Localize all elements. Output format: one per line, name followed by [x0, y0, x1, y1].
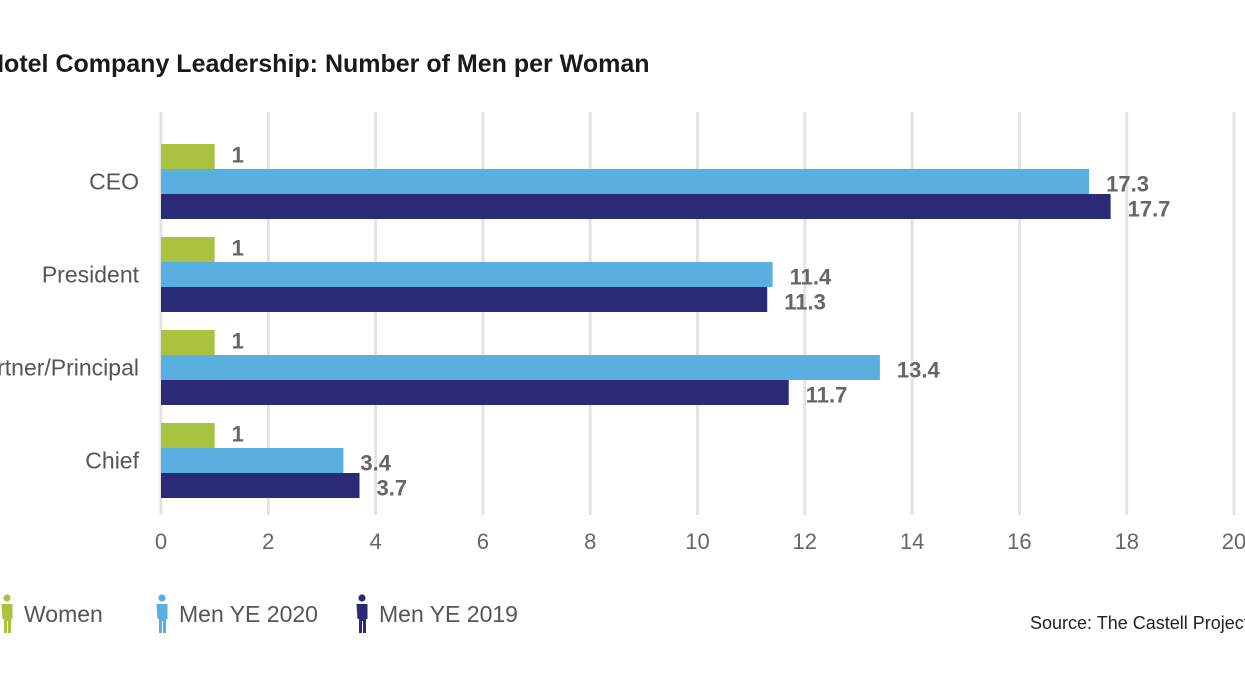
- legend-label-men-2020: Men YE 2020: [179, 600, 318, 627]
- bar-value-label: 11.7: [806, 383, 848, 408]
- bar-value-label: 1: [232, 422, 244, 447]
- legend-item-men-2020: Men YE 2020: [155, 592, 318, 636]
- bar: [161, 287, 768, 312]
- person-icon: [356, 594, 368, 633]
- bar: [161, 144, 215, 169]
- bar: [161, 330, 215, 355]
- legend-label-men-2019: Men YE 2019: [379, 600, 518, 627]
- bar-value-label: 11.4: [790, 265, 832, 290]
- category-label: CEO: [89, 169, 139, 195]
- bar: [161, 380, 789, 405]
- x-tick-label: 6: [477, 529, 489, 554]
- bar: [161, 355, 880, 380]
- bar-value-label: 17.3: [1106, 172, 1149, 197]
- x-tick-label: 2: [262, 529, 274, 554]
- bar-value-label: 1: [232, 329, 244, 354]
- bar: [161, 237, 215, 262]
- x-tick-label: 8: [584, 529, 596, 554]
- legend-item-men-2019: Men YE 2019: [355, 592, 518, 636]
- legend-label-women: Women: [24, 600, 103, 627]
- category-label: President: [42, 262, 140, 288]
- person-icon: [1, 594, 13, 633]
- x-axis-ticks: 0 2 4 6 8 10 12 14 16 18 20: [155, 529, 1245, 554]
- category-label: Partner/Principal: [0, 355, 139, 381]
- legend-item-women: Women: [0, 592, 103, 636]
- source-note: Source: The Castell Project: [1030, 613, 1245, 633]
- category-label: Chief: [85, 448, 139, 474]
- bar-value-label: 17.7: [1128, 197, 1171, 222]
- x-tick-label: 20: [1222, 529, 1245, 554]
- x-tick-label: 18: [1114, 529, 1138, 554]
- bar-value-label: 1: [232, 236, 244, 261]
- x-tick-label: 12: [793, 529, 817, 554]
- bar: [161, 473, 360, 498]
- bar: [161, 448, 344, 473]
- bar-value-label: 1: [232, 143, 244, 168]
- x-tick-label: 16: [1007, 529, 1031, 554]
- bar-value-label: 3.4: [360, 451, 391, 476]
- x-tick-label: 14: [900, 529, 924, 554]
- x-tick-label: 4: [369, 529, 381, 554]
- x-tick-label: 0: [155, 529, 167, 554]
- x-tick-label: 10: [685, 529, 709, 554]
- bar: [161, 194, 1111, 219]
- bar: [161, 423, 215, 448]
- category-labels: CEO President Partner/Principal Chief: [0, 169, 140, 474]
- chart-title: Hotel Company Leadership: Number of Men …: [0, 50, 650, 78]
- bar-value-label: 13.4: [897, 358, 941, 383]
- bar-value-label: 3.7: [377, 476, 408, 501]
- bar: [161, 169, 1090, 194]
- bar-value-label: 11.3: [784, 290, 826, 315]
- bar: [161, 262, 773, 287]
- person-icon: [156, 594, 168, 633]
- bars: [161, 144, 1111, 498]
